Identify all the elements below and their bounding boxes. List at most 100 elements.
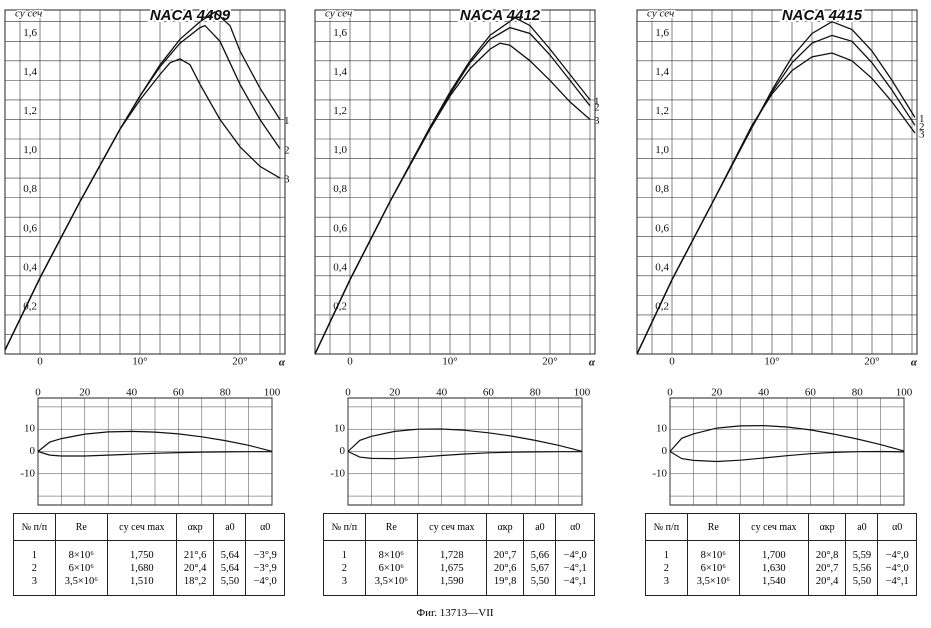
- table-cell: 2: [323, 562, 366, 575]
- table-cell: 3,5×10⁶: [364, 575, 418, 596]
- lift-curve: [4, 11, 281, 351]
- y-tick-label: 0,8: [23, 183, 37, 195]
- table-cell: 1: [645, 540, 688, 562]
- table-cell: 1: [323, 540, 366, 562]
- table-cell: 1,630: [738, 562, 809, 575]
- x-tick-label: 10°: [442, 356, 457, 368]
- parameter-table: № п/п Re cy сеч max αкр a0 α0 1 8×10⁶ 1,750 21°,6…: [13, 513, 285, 596]
- table-head: № п/п Re cy сеч max αкр a0 α0: [323, 513, 595, 541]
- table-body: 1 8×10⁶ 1,750 21°,6 5,64 −3°,9 2 6×10⁶ 1,680 20°,…: [13, 540, 285, 596]
- table-cell: 20°,6: [485, 562, 525, 575]
- curve-label: 1: [594, 95, 600, 107]
- header-cell: a0: [845, 513, 879, 541]
- table-cell: 1: [13, 540, 56, 562]
- table-cell: 20°,7: [485, 540, 525, 562]
- x-tick-label: 20°: [864, 356, 879, 368]
- y-tick-label: 1,4: [333, 66, 347, 78]
- x-tick-label: 20: [79, 387, 91, 399]
- table-row: 2 6×10⁶ 1,680 20°,4 5,64 −3°,9: [13, 562, 285, 575]
- y-tick-label: 0,6: [333, 222, 347, 234]
- y-tick-label: 1,2: [655, 105, 669, 117]
- header-cell: cy сеч max: [738, 513, 809, 541]
- y-tick-label: 0: [30, 445, 36, 457]
- y-tick-label: 1,2: [333, 105, 347, 117]
- header-cell: a0: [213, 513, 247, 541]
- curve-label: 2: [594, 101, 600, 113]
- table-row: 3 3,5×10⁶ 1,510 18°,2 5,50 −4°,0: [13, 575, 285, 596]
- profile-contour: [37, 430, 273, 452]
- x-tick-label: 10°: [132, 356, 147, 368]
- header-cell: αкр: [807, 513, 847, 541]
- table-cell: 20°,4: [175, 562, 215, 575]
- header-cell: α0: [555, 513, 595, 541]
- y-tick-label: 1,0: [23, 144, 37, 156]
- table-header-row: № п/п Re cy сеч max αкр a0 α0: [323, 513, 595, 541]
- curve-label: 2: [919, 121, 925, 133]
- table-row: 2 6×10⁶ 1,675 20°,6 5,67 −4°,1: [323, 562, 595, 575]
- x-tick-label: 10°: [764, 356, 779, 368]
- y-tick-label: 10: [656, 423, 668, 435]
- table-cell: 3: [645, 575, 688, 596]
- x-tick-label: 80: [852, 387, 864, 399]
- table-cell: 1,590: [416, 575, 487, 596]
- y-tick-label: 1,4: [23, 66, 37, 78]
- x-tick-label: 60: [483, 387, 495, 399]
- x-tick-label: 40: [436, 387, 448, 399]
- table-row: 2 6×10⁶ 1,630 20°,7 5,56 −4°,0: [645, 562, 917, 575]
- table-cell: −4°,1: [555, 562, 595, 575]
- lift-curve: [314, 17, 591, 355]
- y-tick-label: 0,2: [23, 300, 37, 312]
- x-tick-label: 60: [173, 387, 185, 399]
- y-tick-label: 0,4: [655, 261, 669, 273]
- x-tick-label: 100: [574, 387, 591, 399]
- x-tick-label: 100: [896, 387, 913, 399]
- table-row: 1 8×10⁶ 1,750 21°,6 5,64 −3°,9: [13, 540, 285, 562]
- table-cell: −3°,9: [245, 540, 285, 562]
- y-tick-label: -10: [20, 467, 35, 479]
- table-cell: 5,66: [523, 540, 557, 562]
- y-axis-label: cy сеч: [15, 8, 42, 20]
- chart-title: NACA 4412: [460, 7, 541, 24]
- x-tick-label: 40: [758, 387, 770, 399]
- lift-curve: [636, 20, 916, 355]
- x-tick-label: 0: [669, 356, 675, 368]
- table-cell: 19°,8: [485, 575, 525, 596]
- x-axis-label: α: [279, 357, 286, 369]
- curve-label: 3: [919, 129, 925, 141]
- y-tick-label: 0,6: [23, 222, 37, 234]
- y-tick-label: -10: [330, 467, 345, 479]
- y-tick-label: 1,6: [333, 27, 347, 39]
- profile-contour: [347, 428, 583, 452]
- table-cell: 20°,7: [807, 562, 847, 575]
- table-cell: 1,540: [738, 575, 809, 596]
- table-cell: 1,675: [416, 562, 487, 575]
- x-tick-label: 80: [220, 387, 232, 399]
- table-cell: 6×10⁶: [686, 562, 740, 575]
- table-cell: 5,59: [845, 540, 879, 562]
- table-cell: 8×10⁶: [686, 540, 740, 562]
- y-axis-label: cy сеч: [325, 8, 352, 20]
- x-tick-label: 0: [345, 387, 351, 399]
- table-cell: 18°,2: [175, 575, 215, 596]
- x-tick-label: 20°: [542, 356, 557, 368]
- table-cell: 5,50: [213, 575, 247, 596]
- chart-title: NACA 4409: [150, 7, 231, 24]
- table-cell: 20°,8: [807, 540, 847, 562]
- header-cell: a0: [523, 513, 557, 541]
- y-tick-label: 0,6: [655, 222, 669, 234]
- table-cell: 3: [323, 575, 366, 596]
- header-cell: № п/п: [645, 513, 688, 541]
- y-tick-label: 1,2: [23, 105, 37, 117]
- table-header-row: № п/п Re cy сеч max αкр a0 α0: [13, 513, 285, 541]
- y-tick-label: 0: [340, 445, 346, 457]
- table-body: 1 8×10⁶ 1,728 20°,7 5,66 −4°,0 2 6×10⁶ 1,675 20°,…: [323, 540, 595, 596]
- table-cell: 3: [13, 575, 56, 596]
- lift-curve: [314, 42, 591, 355]
- header-cell: α0: [245, 513, 285, 541]
- table-cell: −4°,0: [877, 562, 917, 575]
- table-cell: 1,728: [416, 540, 487, 562]
- table-cell: 6×10⁶: [364, 562, 418, 575]
- x-tick-label: 0: [347, 356, 353, 368]
- table-cell: −4°,0: [877, 540, 917, 562]
